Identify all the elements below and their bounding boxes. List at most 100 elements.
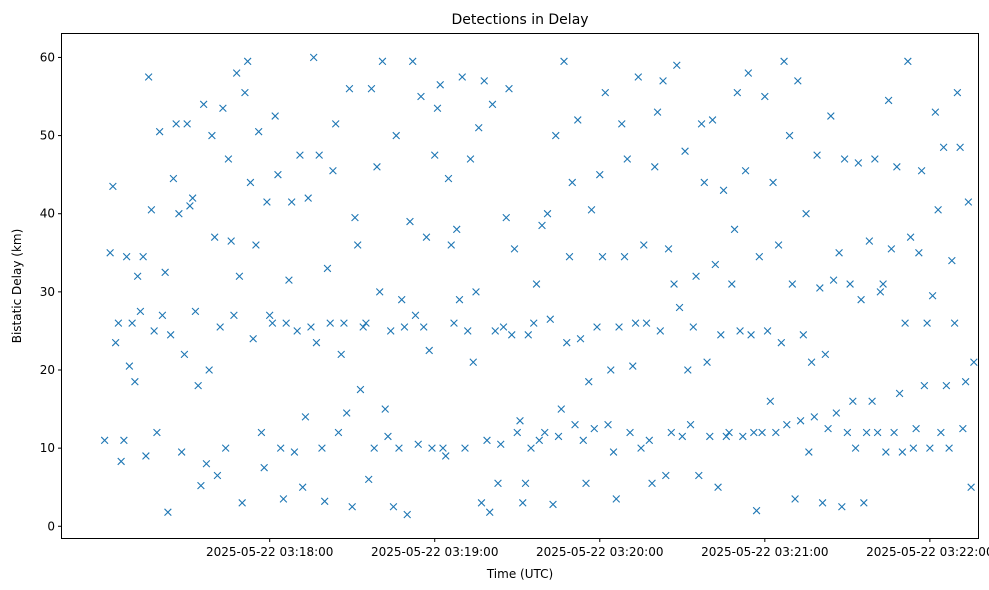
data-point (334, 428, 343, 437)
data-point (309, 53, 318, 62)
data-point (783, 420, 791, 429)
data-point (959, 424, 967, 433)
data-point (474, 123, 483, 132)
data-point (219, 104, 227, 113)
data-point (488, 100, 497, 109)
data-point (791, 495, 799, 503)
data-point (263, 198, 271, 206)
data-point (851, 444, 860, 452)
data-point (232, 69, 241, 77)
data-point (260, 463, 268, 472)
data-point (684, 366, 692, 374)
data-point (926, 444, 934, 452)
data-point (945, 444, 953, 452)
data-point (857, 295, 865, 304)
data-point (593, 323, 601, 331)
data-point (970, 358, 978, 366)
data-point (631, 319, 640, 327)
data-point (854, 159, 863, 167)
data-point (194, 381, 202, 390)
data-point (953, 88, 962, 97)
data-point (769, 178, 777, 187)
data-point (796, 417, 805, 425)
data-point (818, 499, 827, 507)
data-point (931, 108, 940, 116)
data-point (681, 147, 689, 155)
data-point (871, 155, 879, 163)
y-axis: 0 10 20 30 40 50 60 (40, 50, 62, 533)
data-point (384, 432, 392, 441)
data-point (568, 178, 577, 187)
data-point (455, 295, 464, 304)
data-point (868, 397, 876, 406)
data-point (849, 397, 857, 406)
data-point (337, 350, 345, 359)
data-point (282, 319, 290, 327)
data-point (213, 471, 222, 480)
x-tick-label: 2025-05-22 03:18:00 (206, 545, 333, 559)
data-point (615, 323, 623, 331)
data-point (340, 319, 348, 327)
data-point (554, 432, 563, 441)
data-point (810, 413, 819, 421)
data-point (543, 209, 552, 218)
data-point (653, 108, 662, 116)
data-point (901, 319, 909, 327)
data-point (598, 252, 607, 261)
data-point (838, 502, 846, 511)
data-point (450, 319, 458, 327)
data-point (865, 237, 874, 245)
data-point (131, 377, 139, 386)
data-point (752, 506, 761, 515)
data-point (364, 475, 373, 484)
data-point (120, 436, 128, 445)
data-point (238, 499, 246, 507)
data-point (527, 444, 535, 452)
data-point (331, 120, 340, 128)
data-point (835, 249, 843, 257)
data-point (485, 508, 494, 517)
data-point (909, 444, 918, 452)
data-point (150, 327, 158, 335)
data-point (662, 471, 670, 480)
data-point (254, 127, 263, 136)
data-point (937, 428, 945, 437)
data-point (758, 428, 766, 437)
data-point (370, 444, 378, 452)
data-point (719, 186, 728, 195)
data-point (821, 350, 830, 359)
data-point (967, 483, 975, 491)
data-point (274, 170, 282, 179)
y-tick-label: 50 (40, 129, 55, 143)
data-point (271, 112, 279, 120)
data-point (557, 405, 566, 413)
data-point (312, 338, 321, 347)
data-point (535, 436, 544, 445)
data-point (794, 77, 802, 85)
data-point (513, 428, 522, 437)
data-point (695, 471, 703, 480)
data-point (161, 268, 169, 277)
data-point (601, 88, 610, 97)
data-point (744, 69, 753, 77)
data-point (208, 131, 216, 140)
data-point (106, 249, 114, 257)
data-point (659, 77, 667, 85)
data-point (934, 206, 942, 214)
data-point (494, 479, 502, 488)
data-point (329, 166, 337, 175)
data-point (378, 57, 387, 66)
data-point (606, 366, 615, 374)
data-point (686, 420, 695, 429)
data-point (285, 276, 293, 284)
data-point (436, 81, 445, 89)
data-point (667, 428, 676, 437)
data-point (898, 448, 907, 456)
data-point (587, 206, 596, 214)
data-point (884, 96, 893, 105)
data-point (604, 420, 612, 429)
data-point (703, 358, 711, 366)
data-point (375, 288, 384, 296)
data-point (846, 280, 854, 288)
data-point (824, 424, 832, 433)
